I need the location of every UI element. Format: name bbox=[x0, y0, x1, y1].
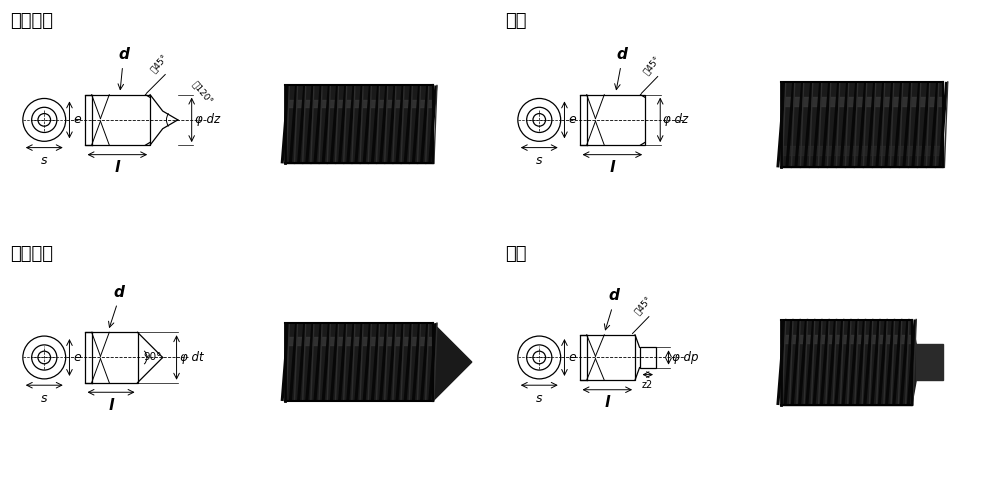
Text: d: d bbox=[608, 288, 619, 303]
Polygon shape bbox=[285, 85, 433, 163]
Text: l: l bbox=[605, 396, 610, 410]
Text: d: d bbox=[617, 47, 628, 62]
Polygon shape bbox=[916, 344, 943, 380]
Text: s: s bbox=[536, 155, 543, 168]
Text: φ dz: φ dz bbox=[663, 113, 688, 126]
Text: z2: z2 bbox=[642, 380, 653, 390]
Text: 約120°: 約120° bbox=[190, 80, 215, 106]
Text: e: e bbox=[74, 113, 81, 126]
Text: φ dp: φ dp bbox=[672, 351, 698, 364]
Polygon shape bbox=[285, 323, 472, 401]
Bar bbox=[85, 332, 138, 383]
Text: s: s bbox=[41, 155, 48, 168]
Text: 約45°: 約45° bbox=[633, 294, 653, 316]
Polygon shape bbox=[912, 320, 916, 405]
Polygon shape bbox=[781, 320, 912, 405]
Text: とがり先: とがり先 bbox=[10, 245, 53, 263]
Text: d: d bbox=[118, 47, 129, 62]
Text: 平先: 平先 bbox=[505, 12, 526, 30]
Bar bbox=[85, 95, 150, 145]
Text: 約45°: 約45° bbox=[149, 52, 169, 74]
Bar bbox=[640, 348, 656, 368]
Text: s: s bbox=[536, 392, 543, 405]
Text: φ dt: φ dt bbox=[180, 351, 203, 364]
Text: φ dz: φ dz bbox=[195, 113, 220, 126]
Text: くぼみ先: くぼみ先 bbox=[10, 12, 53, 30]
Text: e: e bbox=[569, 113, 576, 126]
Text: d: d bbox=[113, 285, 124, 300]
Text: 約45°: 約45° bbox=[642, 54, 662, 76]
Text: 棒先: 棒先 bbox=[505, 245, 526, 263]
Text: l: l bbox=[115, 160, 120, 175]
Text: l: l bbox=[610, 160, 615, 175]
Text: s: s bbox=[41, 392, 48, 405]
Text: 90°: 90° bbox=[143, 352, 161, 362]
Text: e: e bbox=[74, 351, 81, 364]
Bar bbox=[580, 335, 635, 380]
Polygon shape bbox=[781, 82, 943, 168]
Text: l: l bbox=[108, 398, 114, 413]
Bar bbox=[580, 95, 645, 145]
Text: e: e bbox=[569, 351, 576, 364]
